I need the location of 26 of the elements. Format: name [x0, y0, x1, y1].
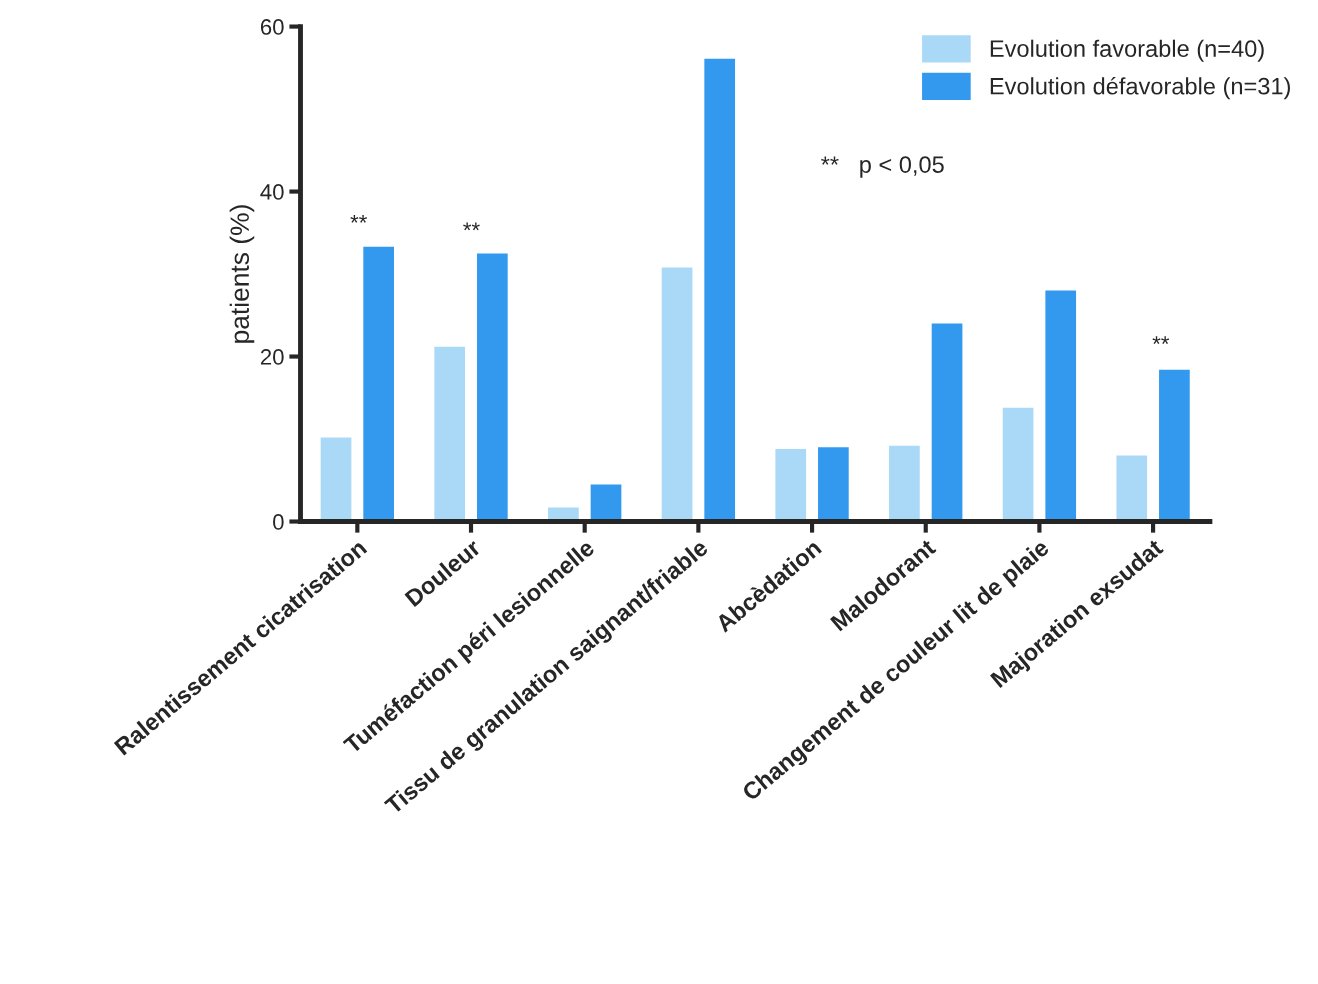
bar: [590, 484, 622, 522]
y-tick-label: 40: [260, 184, 284, 200]
bar: [818, 447, 849, 522]
annotation: **: [463, 222, 480, 231]
bar: [320, 437, 352, 522]
bar: [1159, 369, 1190, 522]
bar: [1002, 407, 1034, 522]
bar: [775, 448, 807, 522]
bar: [1116, 455, 1148, 522]
annotation: **: [1152, 336, 1170, 345]
y-tick-label: 0: [273, 514, 284, 530]
bar: [931, 323, 963, 522]
legend-label: Evolution défavorable (n=31): [990, 76, 1290, 100]
bar: [661, 267, 693, 522]
bar: [1045, 290, 1077, 522]
bar: [363, 246, 394, 522]
bar: [704, 58, 736, 522]
bar: [889, 445, 920, 522]
bar: [476, 253, 508, 522]
y-tick-label: 20: [260, 349, 284, 365]
bar: [434, 346, 466, 522]
annotation: **: [350, 215, 368, 223]
legend-label: Evolution favorable (n=40): [990, 39, 1264, 62]
y-tick-label: 60: [260, 19, 284, 35]
y-axis-title: patients (%): [229, 205, 255, 343]
annotation: ** p < 0,05: [821, 156, 944, 178]
